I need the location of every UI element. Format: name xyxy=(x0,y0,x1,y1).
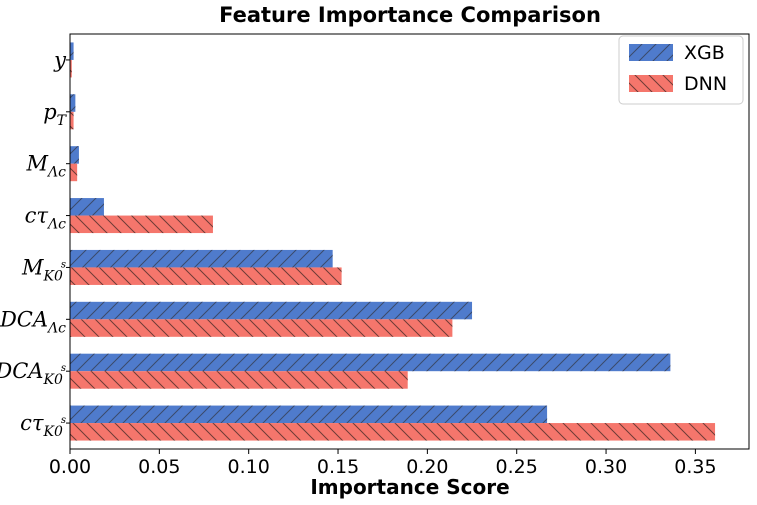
bar-hatch-dnn-2 xyxy=(70,163,78,182)
x-tick-label-2: 0.10 xyxy=(228,456,270,478)
bar-hatch-xgb-0 xyxy=(70,42,74,60)
y-tick-label-2: MΛc xyxy=(26,152,67,181)
x-tick-label-1: 0.05 xyxy=(138,456,180,478)
y-tick-label-7: cτK0s xyxy=(20,411,66,440)
legend-swatch-hatch-xgb xyxy=(629,44,673,61)
bar-hatch-dnn-5 xyxy=(70,319,453,337)
bar-hatch-xgb-1 xyxy=(70,94,76,112)
x-axis-label: Importance Score xyxy=(310,475,509,499)
bar-hatch-xgb-3 xyxy=(70,198,104,216)
bar-hatch-xgb-5 xyxy=(70,301,473,320)
bar-hatch-dnn-7 xyxy=(70,423,716,441)
y-tick-label-4: MK0s xyxy=(21,255,66,284)
x-tick-label-7: 0.35 xyxy=(674,456,716,478)
plot-area: y pT MΛc cτΛc MK0s DCAΛc DCAK0s cτK0s 0.00 0.05 0.… xyxy=(0,33,750,478)
y-tick-label-6: DCAK0s xyxy=(0,359,66,388)
legend-label-dnn: DNN xyxy=(684,73,727,95)
legend-swatch-hatch-dnn xyxy=(629,75,673,92)
x-tick-label-0: 0.00 xyxy=(49,456,91,478)
bar-hatch-xgb-7 xyxy=(70,405,548,424)
y-tick-label-3: cτΛc xyxy=(25,204,67,233)
x-tick-label-6: 0.30 xyxy=(585,456,627,478)
bar-hatch-dnn-3 xyxy=(70,215,213,234)
bar-hatch-xgb-2 xyxy=(70,146,79,164)
plot-frame xyxy=(69,33,750,450)
bar-hatch-xgb-6 xyxy=(70,353,671,372)
y-tick-label-0: y xyxy=(53,48,67,72)
x-tick-label-4: 0.20 xyxy=(406,456,448,478)
bar-hatch-xgb-4 xyxy=(70,249,333,268)
x-tick-label-3: 0.15 xyxy=(317,456,359,478)
y-tick-label-5: DCAΛc xyxy=(0,307,66,336)
chart-title: Feature Importance Comparison xyxy=(219,3,601,27)
y-tick-label-1: pT xyxy=(43,100,67,129)
bar-hatch-dnn-0 xyxy=(70,59,72,78)
x-tick-label-5: 0.25 xyxy=(496,456,538,478)
legend-label-xgb: XGB xyxy=(684,42,725,64)
bar-hatch-dnn-4 xyxy=(70,267,342,285)
legend: XGB DNN xyxy=(618,35,744,105)
bar-hatch-dnn-1 xyxy=(70,111,74,130)
bar-hatch-dnn-6 xyxy=(70,371,408,389)
